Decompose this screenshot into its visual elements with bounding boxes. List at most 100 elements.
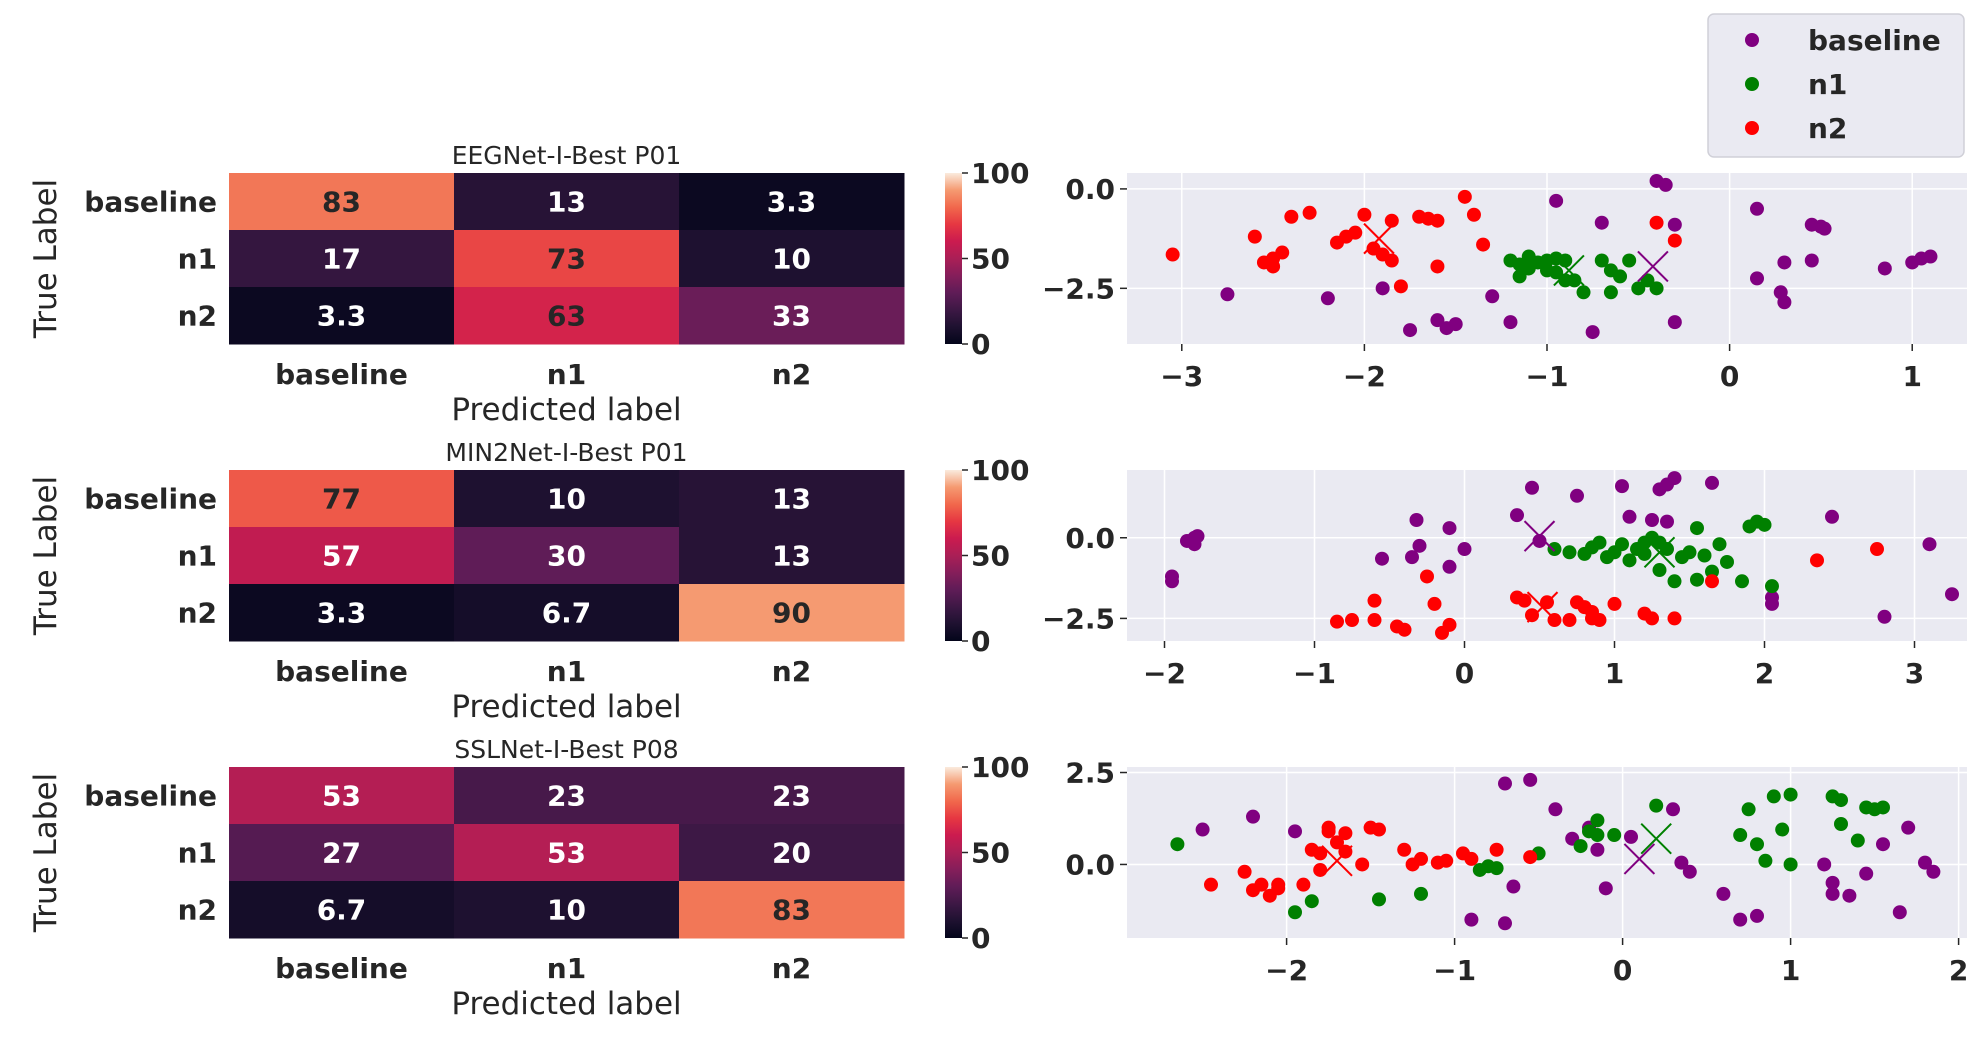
scatter-point	[1405, 550, 1419, 565]
scatter-point	[1170, 837, 1185, 852]
scatter-point	[1775, 822, 1790, 837]
scatter-point	[1603, 285, 1618, 300]
scatter-point	[1901, 820, 1916, 835]
heatmap-cell-label: 53	[322, 780, 361, 813]
heatmap-cell-label: 77	[322, 483, 361, 516]
scatter-point	[1562, 613, 1577, 628]
heatmap-cell	[679, 287, 905, 345]
heatmap-ylabel: True Label	[28, 476, 64, 636]
ytick-label: 0.0	[1065, 522, 1115, 555]
scatter-point	[1442, 617, 1457, 632]
heatmap-cell-label: 53	[547, 837, 586, 870]
heatmap-cell-label: 10	[547, 894, 586, 927]
scatter-point	[1750, 201, 1764, 216]
xtick-label: −2	[1143, 657, 1186, 690]
colorbar-tick-label: 0	[971, 625, 990, 658]
scatter-point	[1532, 533, 1547, 548]
scatter-point	[1667, 574, 1682, 589]
heatmap-cell	[454, 881, 680, 939]
scatter-point	[1825, 875, 1840, 890]
scatter-point	[1667, 471, 1682, 486]
scatter-point	[1876, 837, 1890, 852]
colorbar	[945, 767, 962, 938]
heatmap-cell	[454, 287, 680, 345]
scatter-point	[1498, 916, 1512, 931]
scatter-point	[1876, 800, 1890, 815]
heatmap-cell	[229, 527, 455, 585]
scatter-point	[1384, 213, 1399, 228]
heatmap-title: SSLNet-I-Best P08	[454, 735, 678, 764]
scatter-point	[1892, 905, 1907, 920]
heatmap-cell	[229, 767, 455, 825]
heatmap-cell-label: 10	[772, 243, 811, 276]
centroid-marker	[1526, 591, 1559, 623]
scatter-point	[1757, 517, 1772, 532]
ytick-label: 0.0	[1065, 173, 1115, 206]
scatter-point	[1246, 809, 1260, 824]
scatter-point	[1237, 864, 1252, 879]
scatter-point	[1926, 864, 1941, 879]
scatter-panel	[1127, 470, 1967, 641]
heatmap-row-label: n2	[178, 597, 217, 630]
scatter-point	[1945, 587, 1959, 602]
scatter-point	[1512, 269, 1527, 284]
scatter-point	[1321, 820, 1336, 835]
scatter-point	[1506, 879, 1521, 894]
scatter-point	[1594, 215, 1609, 230]
scatter-point	[1741, 802, 1756, 817]
scatter-point	[1393, 279, 1408, 294]
scatter-point	[1645, 513, 1659, 528]
legend-label: baseline	[1808, 24, 1941, 57]
xtick-label: 3	[1905, 657, 1924, 690]
scatter-point	[1288, 824, 1302, 839]
scatter-point	[1375, 551, 1389, 566]
scatter-point	[1720, 554, 1734, 569]
scatter-point	[1348, 225, 1363, 240]
scatter-point	[1254, 877, 1269, 892]
colorbar-tick-label: 50	[971, 837, 1010, 870]
scatter-point	[1523, 850, 1538, 865]
scatter-point	[1442, 559, 1457, 574]
heatmap-row-label: baseline	[84, 780, 217, 813]
scatter-point	[1448, 317, 1463, 332]
heatmap-row-label: n1	[178, 243, 217, 276]
scatter-point	[1615, 479, 1629, 494]
scatter-point	[1247, 229, 1262, 244]
scatter-point	[1777, 255, 1792, 270]
scatter-point	[1649, 215, 1664, 230]
scatter-point	[1850, 833, 1865, 848]
scatter-point	[1716, 886, 1731, 901]
colorbar-tick-label: 50	[971, 243, 1010, 276]
heatmap-cell-label: 83	[772, 894, 811, 927]
heatmap-cell-label: 3.3	[317, 300, 367, 333]
scatter-point	[1345, 613, 1359, 628]
scatter-point	[1517, 593, 1532, 608]
scatter-point	[1750, 271, 1764, 286]
scatter-point	[1498, 776, 1512, 791]
scatter-point	[1613, 269, 1628, 284]
scatter-point	[1615, 537, 1629, 552]
colorbar-tick-label: 100	[971, 157, 1029, 190]
scatter-point	[1667, 233, 1682, 248]
heatmap-cell-label: 6.7	[542, 597, 592, 630]
heatmap-cell	[229, 173, 455, 231]
xtick-label: 0	[1613, 954, 1632, 987]
scatter-point	[1525, 608, 1539, 623]
scatter-point	[1403, 323, 1418, 338]
scatter-point	[1783, 787, 1798, 802]
colorbar-tick-label: 50	[971, 540, 1010, 573]
scatter-point	[1660, 542, 1674, 557]
scatter-point	[1705, 475, 1719, 490]
scatter-point	[1622, 253, 1637, 268]
heatmap-cell-label: 10	[547, 483, 586, 516]
scatter-point	[1810, 553, 1824, 568]
scatter-point	[1652, 563, 1667, 578]
ytick-label: −2.5	[1042, 602, 1115, 635]
scatter-point	[1825, 886, 1840, 901]
scatter-point	[1397, 622, 1412, 637]
legend-marker	[1745, 33, 1759, 47]
heatmap-cell-label: 13	[547, 186, 586, 219]
scatter-point	[1190, 529, 1205, 544]
heatmap-col-label: n2	[772, 358, 811, 391]
scatter-point	[1302, 205, 1317, 220]
